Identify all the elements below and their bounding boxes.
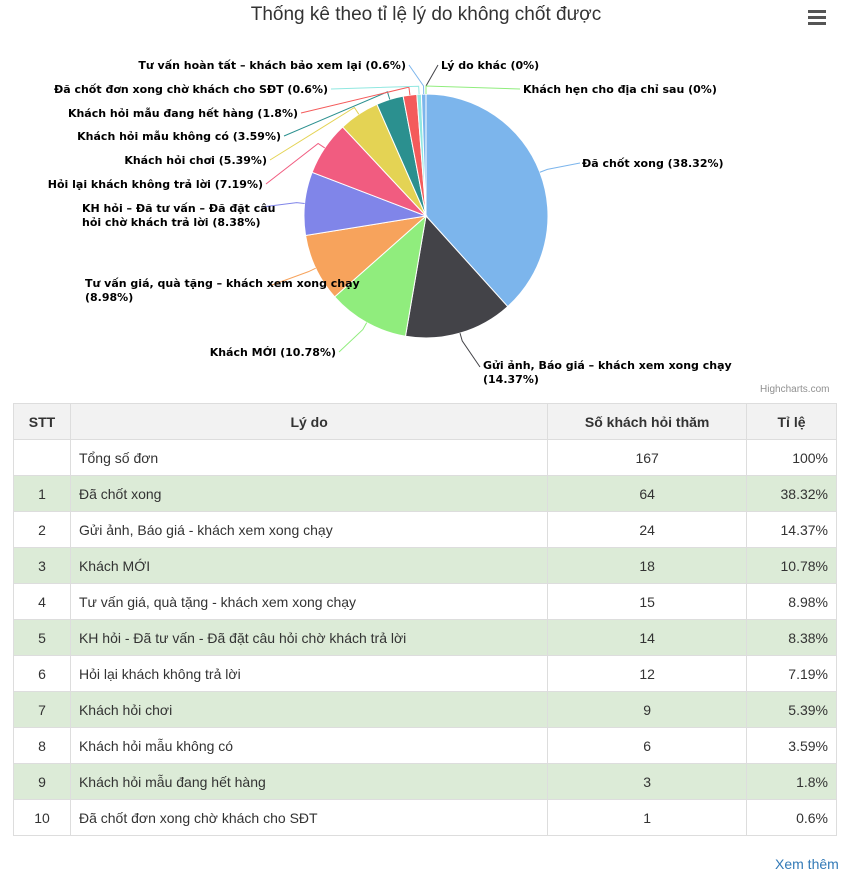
header-reason: Lý do (69, 403, 549, 440)
cell-stt: 1 (13, 475, 71, 512)
cell-stt: 5 (13, 619, 71, 656)
cell-ratio: 7.19% (746, 655, 837, 692)
stats-table-wrap: STT Lý do Số khách hỏi thăm Tỉ lệ Tổng s… (13, 403, 837, 836)
table-row: 4 Tư vấn giá, quà tặng - khách xem xong c… (13, 583, 837, 620)
chart-credits[interactable]: Highcharts.com (760, 384, 830, 395)
slice-connector (425, 85, 521, 94)
cell-count: 3 (547, 763, 748, 800)
slice-label: Khách hỏi mẫu không có (3.59%) (77, 130, 281, 143)
slice-label: Đã chốt xong (38.32%) (582, 157, 724, 170)
cell-ratio: 0.6% (746, 799, 837, 836)
table-row: 3 Khách MỚI 18 10.78% (13, 547, 837, 584)
slice-connector (425, 64, 439, 94)
cell-count: 18 (547, 547, 748, 584)
slice-label: Khách hẹn cho địa chỉ sau (0%) (523, 83, 717, 96)
slice-connector (271, 267, 316, 286)
cell-ratio: 8.98% (746, 583, 837, 620)
cell-reason: Gửi ảnh, Báo giá - khách xem xong chạy (69, 511, 549, 548)
table-row: 8 Khách hỏi mẫu không có 6 3.59% (13, 727, 837, 764)
slice-label: Gửi ảnh, Báo giá – khách xem xong chạy (1… (483, 359, 732, 386)
cell-count: 14 (547, 619, 748, 656)
cell-ratio: 8.38% (746, 619, 837, 656)
slice-connector (459, 333, 481, 368)
slice-label: Khách hỏi mẫu đang hết hàng (1.8%) (68, 107, 298, 120)
cell-ratio: 1.8% (746, 763, 837, 800)
cell-reason: Khách hỏi chơi (69, 691, 549, 728)
slice-connector (269, 106, 360, 161)
table-row: 2 Gửi ảnh, Báo giá - khách xem xong chạy 2… (13, 511, 837, 548)
cell-reason: Khách hỏi mẫu đang hết hàng (69, 763, 549, 800)
cell-reason: Đã chốt xong (69, 475, 549, 512)
table-row: 5 KH hỏi - Đã tư vấn - Đã đặt câu hỏi chờ… (13, 619, 837, 656)
slice-connector (539, 162, 581, 173)
cell-count: 1 (547, 799, 748, 836)
slice-label: Khách hỏi chơi (5.39%) (124, 154, 267, 167)
cell-ratio: 38.32% (746, 475, 837, 512)
cell-count: 15 (547, 583, 748, 620)
cell-reason: Khách hỏi mẫu không có (69, 727, 549, 764)
cell-stt: 10 (13, 799, 71, 836)
hamburger-menu-icon[interactable] (806, 10, 828, 28)
cell-reason: KH hỏi - Đã tư vấn - Đã đặt câu hỏi chờ … (69, 619, 549, 656)
cell-ratio: 100% (746, 439, 837, 476)
slice-connector (338, 322, 368, 353)
cell-stt: 6 (13, 655, 71, 692)
cell-ratio: 10.78% (746, 547, 837, 584)
cell-count: 24 (547, 511, 748, 548)
cell-reason: Hỏi lại khách không trả lời (69, 655, 549, 692)
stats-table: STT Lý do Số khách hỏi thăm Tỉ lệ Tổng s… (13, 403, 837, 836)
cell-stt: 9 (13, 763, 71, 800)
header-ratio: Tỉ lệ (746, 403, 837, 440)
slice-label: Hỏi lại khách không trả lời (7.19%) (48, 178, 263, 191)
slice-connector (330, 85, 420, 95)
cell-count: 9 (547, 691, 748, 728)
slice-connector (300, 86, 411, 114)
cell-reason: Đã chốt đơn xong chờ khách cho SĐT (69, 799, 549, 836)
pie-svg: Đã chốt xong (38.32%) Gửi ảnh, Báo giá – … (48, 59, 732, 386)
cell-ratio: 14.37% (746, 511, 837, 548)
chart-title: Thống kê theo tỉ lệ lý do không chốt đượ… (250, 4, 602, 25)
table-row: 9 Khách hỏi mẫu đang hết hàng 3 1.8% (13, 763, 837, 800)
cell-stt: 4 (13, 583, 71, 620)
slice-label: Lý do khác (0%) (441, 59, 539, 72)
cell-count: 64 (547, 475, 748, 512)
table-row-total: Tổng số đơn 167 100% (13, 439, 837, 476)
slice-label: Tư vấn hoàn tất – khách bảo xem lại (0.6… (138, 59, 406, 72)
slice-label: Khách MỚI (10.78%) (210, 346, 336, 359)
cell-stt: 2 (13, 511, 71, 548)
table-row: 7 Khách hỏi chơi 9 5.39% (13, 691, 837, 728)
slice-connector (408, 64, 425, 95)
header-count: Số khách hỏi thăm (547, 403, 748, 440)
slice-label: Đã chốt đơn xong chờ khách cho SĐT (0.6%… (54, 83, 328, 96)
table-row: 6 Hỏi lại khách không trả lời 12 7.19% (13, 655, 837, 692)
table-header-row: STT Lý do Số khách hỏi thăm Tỉ lệ (13, 403, 837, 440)
cell-ratio: 5.39% (746, 691, 837, 728)
cell-ratio: 3.59% (746, 727, 837, 764)
table-row: 10 Đã chốt đơn xong chờ khách cho SĐT 1 0.6… (13, 799, 837, 836)
cell-stt: 3 (13, 547, 71, 584)
cell-count: 6 (547, 727, 748, 764)
cell-reason: Tư vấn giá, quà tặng - khách xem xong ch… (69, 583, 549, 620)
slice-connector (265, 142, 326, 185)
cell-stt: 7 (13, 691, 71, 728)
slice-label: KH hỏi – Đã tư vấn – Đã đặt câu hỏi chờ k… (82, 202, 275, 229)
cell-stt (13, 439, 71, 476)
header-stt: STT (13, 403, 71, 440)
pie-slice[interactable] (425, 93, 549, 308)
cell-stt: 8 (13, 727, 71, 764)
slice-connector (261, 202, 305, 208)
cell-reason: Khách MỚI (69, 547, 549, 584)
cell-count: 12 (547, 655, 748, 692)
table-row: 1 Đã chốt xong 64 38.32% (13, 475, 837, 512)
see-more-link[interactable]: Xem thêm (775, 856, 839, 872)
slice-label: Tư vấn giá, quà tặng – khách xem xong ch… (85, 277, 360, 304)
cell-count: 167 (547, 439, 748, 476)
pie-slice[interactable] (333, 214, 427, 337)
cell-reason: Tổng số đơn (69, 439, 549, 476)
pie-chart: Thống kê theo tỉ lệ lý do không chốt đượ… (0, 0, 845, 400)
